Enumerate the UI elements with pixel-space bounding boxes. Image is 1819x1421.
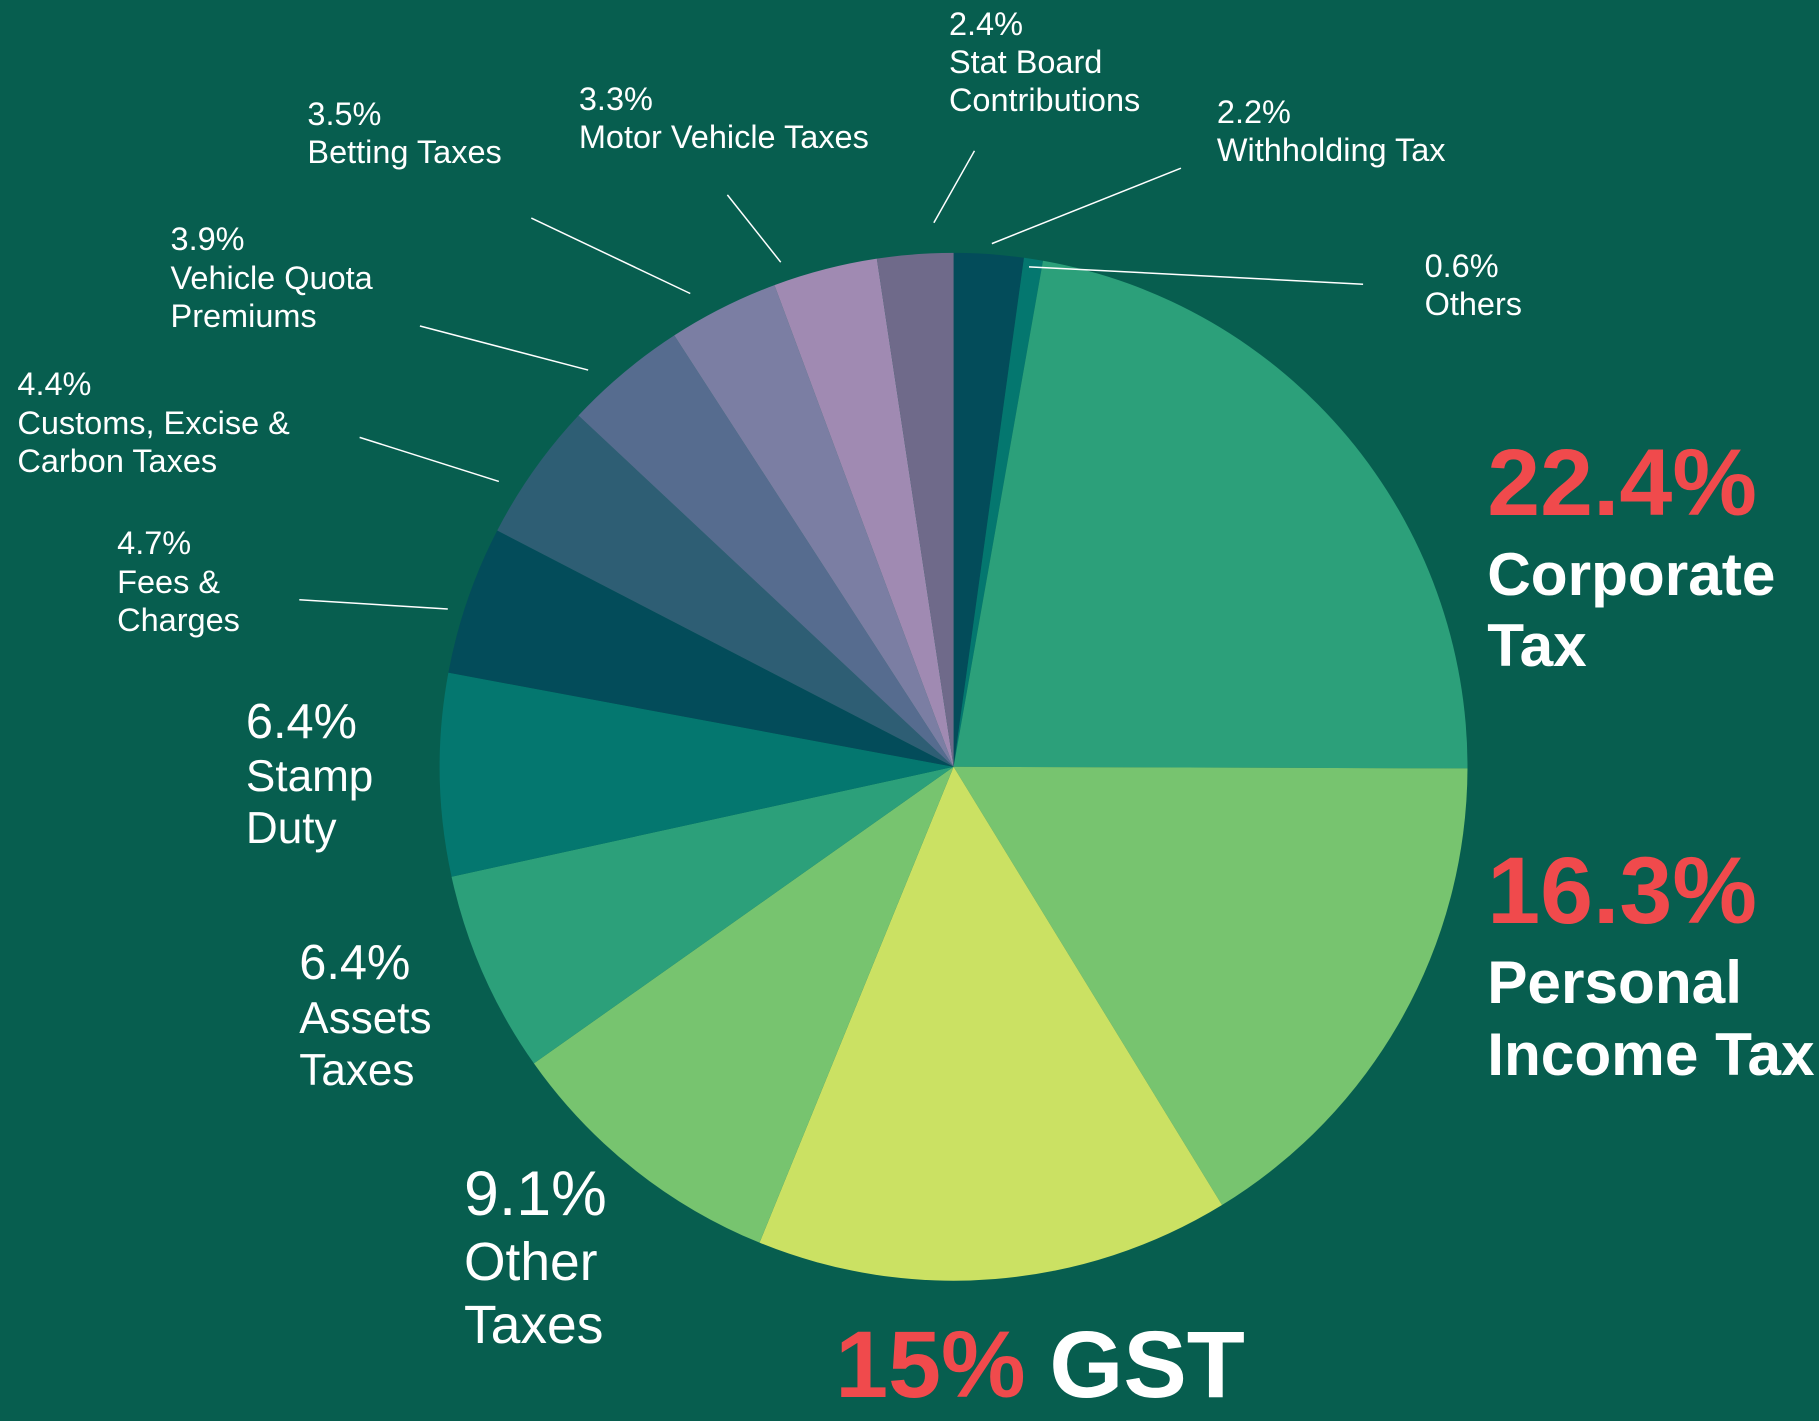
pie-slice (451, 766, 954, 1064)
slice-label: 4.4% Customs, Excise & Carbon Taxes (17, 365, 289, 480)
pie-slice (578, 335, 954, 767)
pie-slice (774, 258, 954, 767)
pie-slice (953, 252, 1024, 767)
pie-slice (497, 415, 954, 767)
pie-slice (953, 260, 1468, 769)
slice-name: Vehicle Quota Premiums (170, 259, 373, 335)
slice-percent: 6.4% (299, 936, 411, 991)
slice-name: Others (1424, 286, 1523, 323)
slice-percent: 6.4% (245, 694, 357, 749)
slice-name: Personal Income Tax (1487, 948, 1815, 1088)
leader-line (419, 325, 589, 371)
slice-label: 6.4% Stamp Duty (246, 694, 373, 855)
slice-percent: 3.5% (307, 96, 382, 133)
leader-line (726, 194, 782, 263)
slice-label: 16.3% Personal Income Tax (1487, 835, 1814, 1090)
slice-label: 22.4% Corporate Tax (1487, 427, 1775, 682)
pie-slice (533, 766, 954, 1243)
leader-line (991, 167, 1182, 245)
slice-label: 2.2% Withholding Tax (1217, 93, 1446, 170)
slice-percent: 4.7% (117, 525, 192, 562)
slice-name: Fees & Charges (117, 563, 240, 638)
slice-name: Customs, Excise & Carbon Taxes (17, 404, 290, 480)
slice-name: Betting Taxes (307, 134, 502, 171)
slice-name: Stamp Duty (245, 752, 374, 854)
slice-name: Other Taxes (464, 1232, 604, 1355)
slice-percent: 4.4% (17, 366, 92, 403)
slice-name: GST (1049, 1311, 1245, 1418)
slice-label: 6.4% Assets Taxes (299, 935, 431, 1096)
slice-label: 2.4% Stat Board Contributions (949, 5, 1140, 120)
slice-label: 15% GST (835, 1309, 1245, 1421)
slice-percent: 22.4% (1487, 429, 1757, 536)
leader-line (299, 599, 448, 610)
pie-slice (953, 766, 1468, 1206)
slice-percent: 16.3% (1487, 838, 1757, 945)
slice-name: Motor Vehicle Taxes (578, 119, 869, 156)
slice-label: 4.7% Fees & Charges (117, 524, 240, 639)
pie-slice (953, 257, 1043, 767)
slice-label: 3.9% Vehicle Quota Premiums (171, 220, 373, 335)
pie-slice (674, 285, 954, 767)
slice-percent: 0.6% (1424, 248, 1499, 285)
slice-percent: 3.3% (578, 81, 653, 118)
slice-label: 3.3% Motor Vehicle Taxes (579, 80, 869, 157)
pie-slice (759, 766, 1223, 1281)
slice-label: 0.6% Others (1425, 247, 1522, 324)
slice-percent: 2.4% (948, 5, 1023, 42)
slice-percent: 3.9% (170, 221, 245, 258)
slice-name: Assets Taxes (299, 993, 432, 1095)
leader-line (1028, 266, 1364, 285)
pie-slice (448, 530, 954, 767)
leader-line (359, 436, 500, 483)
slice-name: Stat Board Contributions (948, 43, 1141, 119)
slice-percent: 9.1% (464, 1158, 607, 1229)
slice-name: Corporate Tax (1487, 540, 1776, 680)
pie-slice (439, 672, 954, 877)
pie-slice (876, 252, 954, 767)
slice-percent: 2.2% (1216, 93, 1291, 130)
slice-name: Withholding Tax (1216, 132, 1446, 169)
slice-label: 9.1% Other Taxes (464, 1158, 607, 1358)
leader-line (933, 150, 976, 224)
slice-label: 3.5% Betting Taxes (307, 95, 501, 172)
leader-line (530, 217, 691, 295)
slice-percent: 15% (835, 1311, 1026, 1418)
